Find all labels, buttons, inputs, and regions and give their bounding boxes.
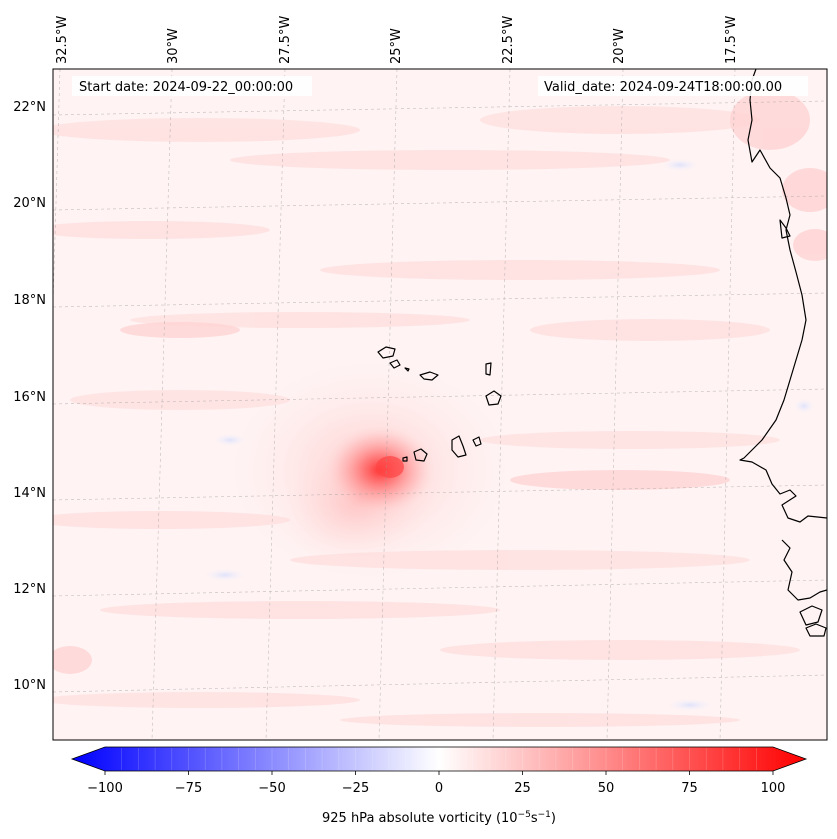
- vorticity-field: [53, 69, 827, 740]
- african-coastline: [739, 69, 827, 523]
- lon-label-27-5w: 27.5°W: [278, 16, 293, 64]
- colorbar-tick-minus-75: −75: [175, 781, 202, 796]
- colorbar-title-exp1: −5: [518, 810, 531, 820]
- island-boa-vista: [485, 390, 502, 406]
- colorbar-title-exp2: −1: [538, 810, 551, 820]
- island-sao-vicente: [389, 359, 401, 369]
- graticule: [53, 69, 827, 740]
- start-date-box: [72, 76, 312, 96]
- colorbar-tick-minus-100: −100: [87, 781, 123, 796]
- valid-date-text: Valid_date: 2024-09-24T18:00:00.00: [544, 80, 782, 95]
- island-maio: [472, 436, 482, 447]
- island-santiago: [451, 435, 467, 458]
- colorbar-title-mid: s: [531, 811, 538, 826]
- colorbar-tick-25: 25: [514, 781, 531, 796]
- colorbar-tick-0: 0: [435, 781, 443, 796]
- lat-label-18n: 18°N: [13, 293, 46, 308]
- lat-label-10n: 10°N: [13, 678, 46, 693]
- island-santo-antao: [377, 346, 396, 359]
- colorbar-title-end: ): [551, 811, 556, 826]
- colorbar: −100 −75 −50 −25 0 25 50 75 100 925 hPa …: [70, 746, 808, 826]
- colorbar-tick-minus-50: −50: [258, 781, 285, 796]
- lat-label-12n: 12°N: [13, 582, 46, 597]
- colorbar-title-main: 925 hPa absolute vorticity (10: [322, 811, 518, 826]
- lat-label-20n: 20°N: [13, 196, 46, 211]
- lon-label-22-5w: 22.5°W: [501, 16, 516, 64]
- island-fogo: [413, 448, 428, 462]
- lon-label-30w: 30°W: [166, 28, 181, 64]
- colorbar-tick-50: 50: [598, 781, 615, 796]
- lon-label-32-5w: 32.5°W: [55, 16, 70, 64]
- lat-label-14n: 14°N: [13, 486, 46, 501]
- colorbar-title: 925 hPa absolute vorticity (10−5s−1): [322, 810, 556, 826]
- colorbar-tick-100: 100: [761, 781, 786, 796]
- island-brava: [402, 456, 408, 462]
- lon-label-20w: 20°W: [612, 28, 627, 64]
- island-sao-nicolau: [419, 371, 439, 381]
- lat-label-22n: 22°N: [13, 100, 46, 115]
- start-date-text: Start date: 2024-09-22_00:00:00: [79, 80, 293, 95]
- map-frame: [52, 68, 828, 741]
- lon-label-25w: 25°W: [389, 28, 404, 64]
- lon-label-17-5w: 17.5°W: [724, 16, 739, 64]
- colorbar-tick-75: 75: [681, 781, 698, 796]
- coastline: [377, 69, 827, 637]
- valid-date-box: [538, 76, 808, 96]
- colorbar-tick-minus-25: −25: [342, 781, 369, 796]
- lat-label-16n: 16°N: [13, 390, 46, 405]
- island-sal: [485, 362, 492, 376]
